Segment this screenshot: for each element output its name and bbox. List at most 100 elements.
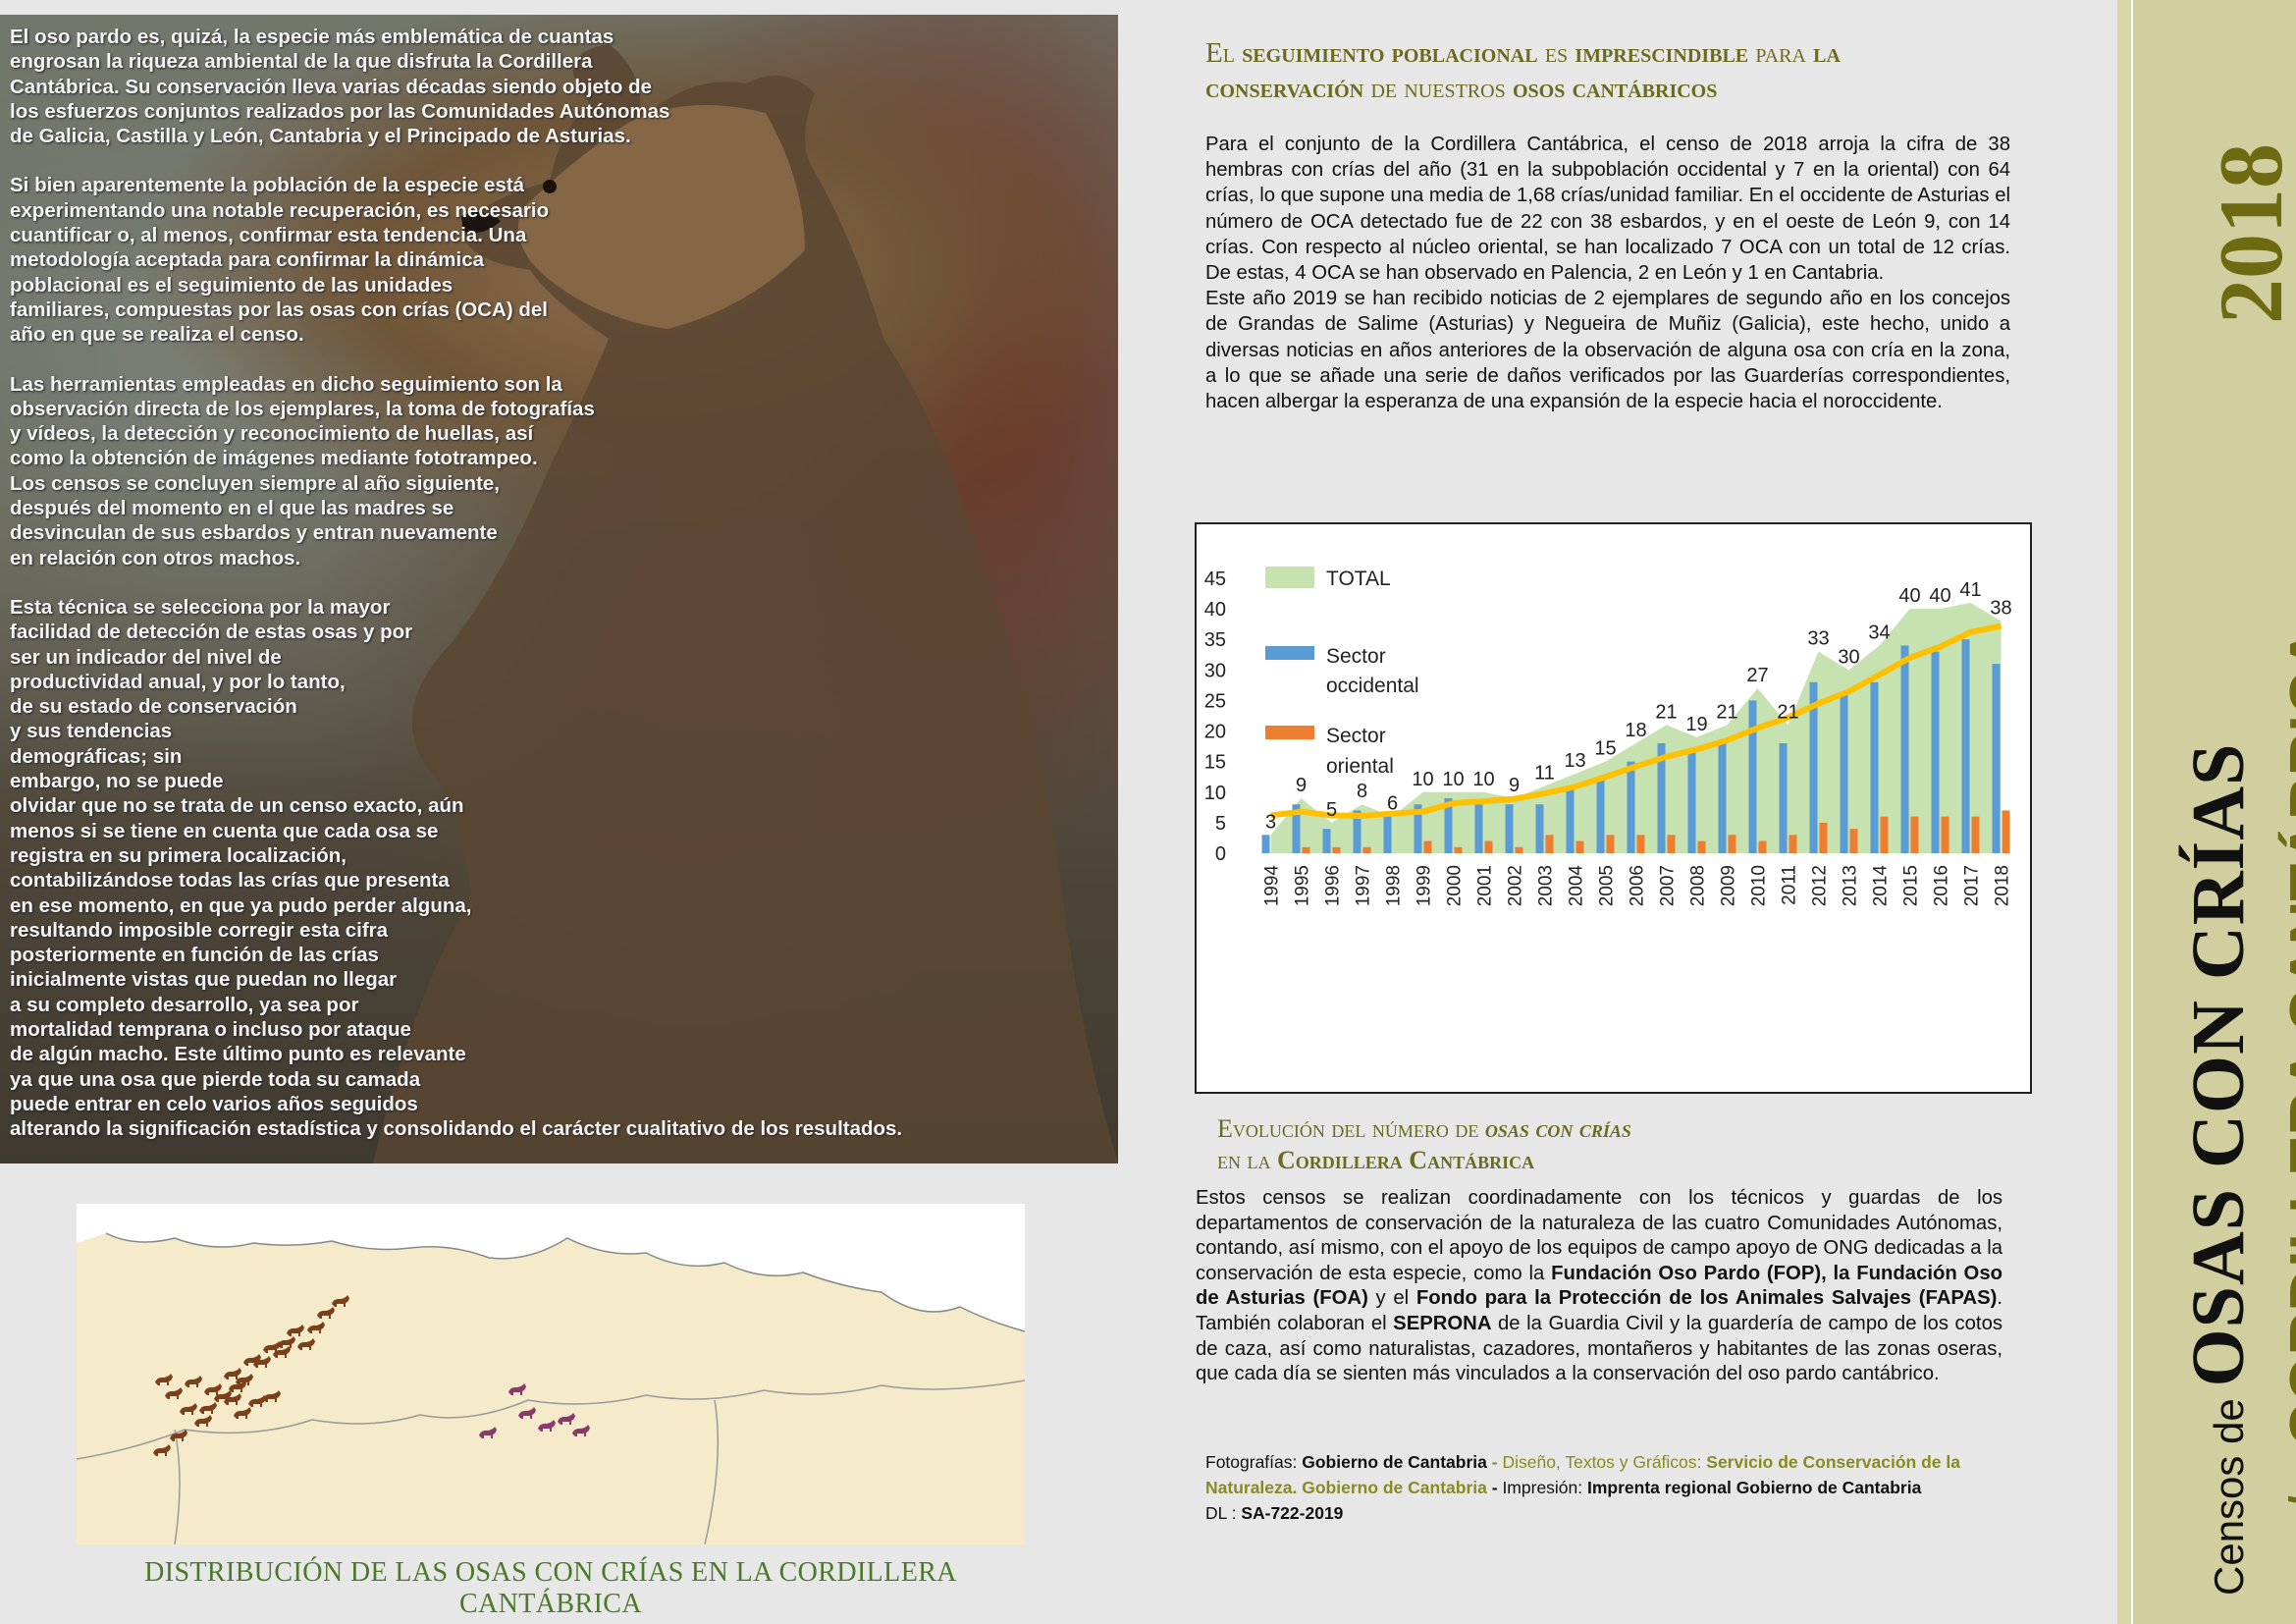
vertical-subtitle-part: en la	[2278, 1463, 2296, 1596]
bear-marker	[224, 1368, 241, 1380]
x-tick-label: 2018	[1993, 865, 2013, 906]
x-tick-label: 2006	[1628, 865, 1648, 906]
bar-occidental	[1779, 743, 1788, 853]
data-label-total: 19	[1685, 714, 1707, 735]
bar-occidental	[1261, 835, 1270, 853]
data-label-total: 5	[1326, 799, 1337, 821]
bar-occidental	[1657, 743, 1666, 853]
bar-oriental	[1667, 835, 1676, 853]
y-tick-label: 40	[1204, 599, 1226, 621]
data-label-total: 3	[1265, 811, 1276, 833]
bear-marker	[236, 1374, 253, 1385]
y-tick-label: 0	[1215, 843, 1226, 865]
bar-occidental	[1505, 804, 1514, 853]
bar-oriental	[1910, 816, 1919, 853]
data-label-total: 21	[1655, 701, 1677, 723]
y-tick-label: 10	[1204, 783, 1226, 804]
bar-oriental	[1728, 835, 1736, 853]
data-label-total: 9	[1509, 775, 1520, 796]
bear-marker	[332, 1295, 349, 1307]
title-part: conservación	[1205, 73, 1364, 104]
vertical-subtitle-part: CORDILLERA CANTÁBRICA	[2278, 626, 2296, 1447]
x-tick-label: 1999	[1415, 865, 1435, 906]
legend-swatch-oriental	[1265, 726, 1314, 739]
bar-oriental	[1971, 816, 1980, 853]
credit-value: Servicio de Conservación de la Naturalez…	[1205, 1452, 1960, 1497]
photo-paragraph: Esta técnica se selecciona por la mayor …	[10, 595, 903, 1141]
photo-paragraph: El oso pardo es, quizá, la especie más e…	[10, 26, 670, 148]
bar-occidental	[1292, 804, 1301, 853]
title-part: para	[1748, 37, 1814, 69]
chart-title-part: osas con crías	[1484, 1114, 1631, 1143]
bar-oriental	[1454, 846, 1463, 853]
x-tick-label: 2011	[1780, 865, 1800, 905]
data-label-total: 27	[1746, 665, 1768, 686]
x-tick-label: 1994	[1262, 865, 1283, 907]
y-tick-label: 25	[1204, 690, 1226, 712]
bar-oriental	[1880, 816, 1889, 853]
data-label-total: 10	[1442, 769, 1464, 790]
x-tick-label: 2005	[1597, 865, 1618, 906]
credit-label: DL :	[1205, 1503, 1242, 1523]
bar-occidental	[1840, 694, 1848, 853]
x-tick-label: 2001	[1475, 865, 1496, 906]
bar-oriental	[1362, 846, 1371, 853]
y-tick-label: 30	[1204, 660, 1226, 681]
body-bold: Fondo para la Protección de los Animales…	[1415, 1287, 1998, 1310]
bear-marker	[538, 1420, 556, 1432]
credit-label: Fotografías:	[1205, 1452, 1303, 1472]
x-tick-label: 2004	[1567, 865, 1587, 907]
area-total	[1270, 602, 2002, 853]
bar-occidental	[1414, 804, 1422, 853]
data-label-total: 41	[1959, 579, 1981, 601]
credit-label: Diseño, Textos y Gráficos:	[1502, 1452, 1707, 1472]
bar-occidental	[1687, 749, 1696, 853]
x-tick-label: 2008	[1688, 865, 1709, 906]
bear-marker	[234, 1407, 251, 1419]
bar-occidental	[1992, 664, 2001, 853]
body-bold: SEPRONA	[1393, 1312, 1492, 1334]
body-bold: Fundación Oso Pardo (FOP), la Fundación …	[1196, 1262, 2002, 1310]
vertical-title: Censos de OSAS CON CRÍAS	[2176, 743, 2262, 1596]
bear-marker	[263, 1341, 281, 1353]
distribution-map	[77, 1204, 1025, 1544]
bear-marker	[180, 1403, 197, 1415]
vertical-title-part: Censos de	[2206, 1386, 2252, 1596]
bar-occidental	[1596, 780, 1605, 853]
bar-occidental	[1809, 681, 1818, 853]
bar-oriental	[1545, 835, 1554, 853]
body-text: y el	[1367, 1287, 1416, 1310]
bar-occidental	[1566, 785, 1575, 853]
bar-occidental	[1322, 829, 1331, 853]
trend-line	[1270, 623, 2002, 820]
bear-marker	[287, 1325, 304, 1336]
data-label-total: 11	[1534, 763, 1555, 785]
bear-marker	[199, 1402, 217, 1414]
x-tick-label: 1995	[1293, 865, 1313, 906]
x-tick-label: 2013	[1841, 865, 1861, 906]
bear-marker	[297, 1338, 315, 1350]
bear-marker	[224, 1393, 241, 1405]
credit-value: Imprenta regional Gobierno de Cantabria	[1587, 1478, 1922, 1497]
data-label-total: 10	[1472, 769, 1494, 790]
bear-marker	[204, 1383, 222, 1395]
x-tick-label: 2016	[1932, 865, 1952, 906]
bear-marker	[170, 1430, 187, 1441]
bar-oriental	[1423, 840, 1432, 853]
y-tick-label: 45	[1204, 568, 1226, 590]
x-tick-label: 2009	[1719, 865, 1739, 906]
bar-occidental	[1870, 681, 1879, 853]
chart-container: 3 9 5 8 6 10 10 10 9 11 13 15 18 21 19 21 27 21 33 30 34 40 40…	[1195, 522, 2032, 1094]
credit-label: Impresión:	[1502, 1478, 1587, 1497]
x-tick-label: 2000	[1445, 865, 1466, 906]
bear-marker	[479, 1427, 497, 1438]
bar-occidental	[1353, 810, 1362, 853]
chart-title: Evolución del número de osas con crías e…	[1217, 1113, 2002, 1176]
bear-marker	[307, 1322, 325, 1333]
bar-occidental	[1383, 816, 1392, 853]
x-tick-label: 1998	[1384, 865, 1405, 906]
y-tick-label: 20	[1204, 722, 1226, 743]
bar-oriental	[1575, 840, 1584, 853]
bar-oriental	[1789, 835, 1797, 853]
